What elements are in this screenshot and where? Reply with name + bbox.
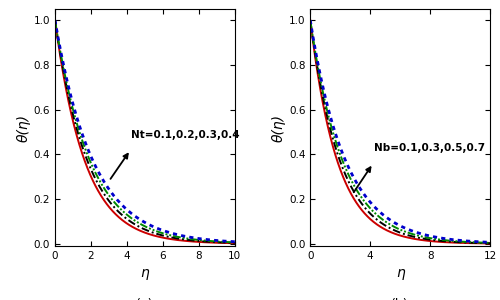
Y-axis label: θ(η): θ(η) (272, 113, 286, 142)
X-axis label: η: η (396, 266, 404, 280)
Text: (b): (b) (392, 298, 409, 300)
Text: (a): (a) (136, 298, 154, 300)
X-axis label: η: η (140, 266, 149, 280)
Text: Nb=0.1,0.3,0.5,0.7: Nb=0.1,0.3,0.5,0.7 (374, 143, 485, 153)
Text: Nt=0.1,0.2,0.3,0.4: Nt=0.1,0.2,0.3,0.4 (132, 130, 240, 140)
Y-axis label: θ(η): θ(η) (17, 113, 31, 142)
